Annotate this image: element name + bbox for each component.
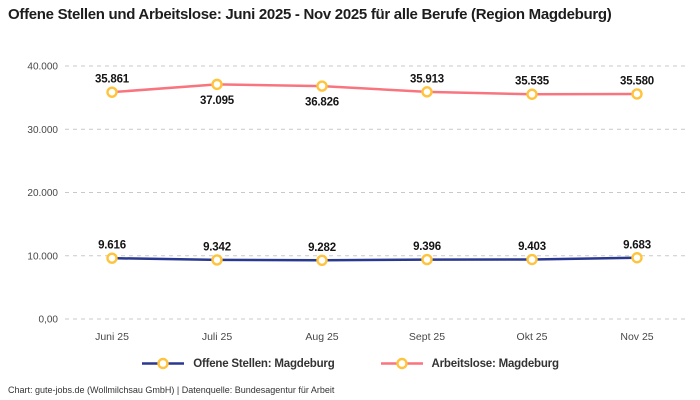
y-axis-tick-label: 0,00 [39,315,59,326]
y-axis-tick-label: 40.000 [27,62,58,73]
series-line [110,83,639,96]
x-axis-tick-label: Sept 25 [409,331,445,343]
x-axis-tick-label: Nov 25 [620,331,653,343]
data-point-marker[interactable] [631,252,643,264]
data-point-marker[interactable] [316,80,328,92]
data-point-marker[interactable] [631,88,643,100]
data-point-marker[interactable] [526,88,538,100]
data-point-label: 35.861 [95,74,130,86]
x-axis-tick-label: Juli 25 [202,331,233,343]
footer-attribution: Chart: gute-jobs.de (Wollmilchsau GmbH) … [8,385,335,395]
data-point-marker[interactable] [316,254,328,266]
legend-item[interactable]: Arbeitslose: Magdeburg [380,357,559,370]
data-point-marker[interactable] [211,254,223,266]
data-point-label: 37.095 [200,95,235,107]
legend: Offene Stellen: Magdeburg Arbeitslose: Ma… [0,357,700,370]
chart-title: Offene Stellen und Arbeitslose: Juni 202… [8,6,612,23]
legend-line-marker-icon [142,357,185,370]
series-line [110,256,639,262]
data-point-label: 36.826 [305,97,339,109]
x-axis-tick-label: Juni 25 [95,331,129,343]
data-point-marker[interactable] [106,86,118,98]
y-axis-tick-label: 20.000 [27,188,58,199]
data-point-label: 9.403 [518,241,546,253]
x-axis-tick-label: Okt 25 [517,331,548,343]
legend-label: Offene Stellen: Magdeburg [193,357,335,370]
data-point-label: 35.580 [620,75,654,87]
data-point-label: 9.616 [98,240,126,252]
y-axis-tick-label: 10.000 [27,251,58,262]
data-point-label: 9.342 [203,241,231,253]
data-point-label: 35.913 [410,73,444,85]
y-axis-tick-label: 30.000 [27,125,58,136]
data-point-marker[interactable] [106,252,118,264]
data-point-label: 9.396 [413,241,441,253]
data-point-marker[interactable] [211,78,223,91]
data-point-marker[interactable] [421,253,433,266]
x-axis-tick-label: Aug 25 [305,331,338,343]
data-point-marker[interactable] [526,253,538,266]
legend-label: Arbeitslose: Magdeburg [431,357,559,370]
legend-item[interactable]: Offene Stellen: Magdeburg [141,357,335,370]
data-point-marker[interactable] [421,86,433,98]
legend-line-marker-icon [380,357,423,370]
data-point-label: 9.282 [308,242,336,254]
data-point-label: 35.535 [515,76,550,88]
data-point-label: 9.683 [623,239,651,251]
